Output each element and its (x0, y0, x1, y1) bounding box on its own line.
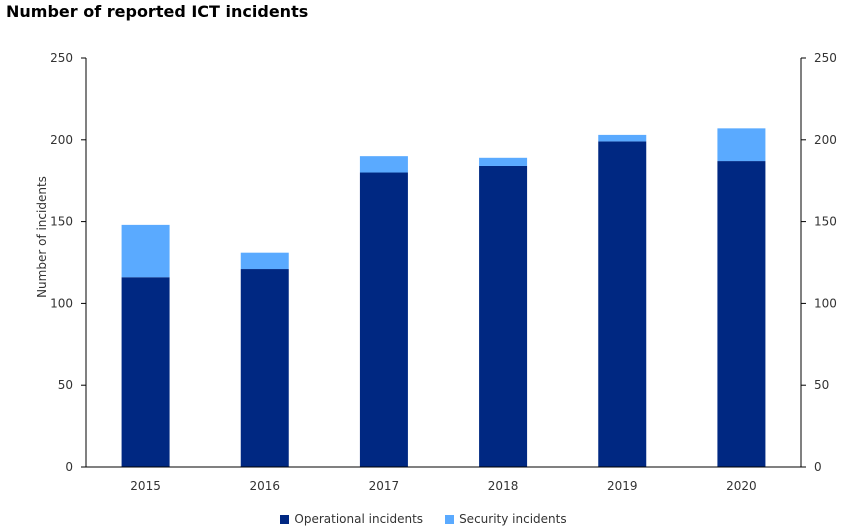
legend: Operational incidents Security incidents (0, 512, 847, 526)
legend-swatch (280, 514, 290, 524)
bar-operational-2020 (717, 161, 766, 467)
legend-item-operational: Operational incidents (280, 512, 423, 526)
bar-operational-2015 (121, 277, 170, 467)
y-tick-label-left: 0 (65, 460, 73, 474)
x-tick-label: 2016 (249, 479, 280, 493)
y-tick-label-right: 200 (814, 133, 837, 147)
y-tick-label-left: 100 (50, 296, 73, 310)
y-tick-label-right: 0 (814, 460, 822, 474)
legend-item-security: Security incidents (445, 512, 567, 526)
bar-security-2019 (598, 134, 647, 142)
x-tick-label: 2020 (726, 479, 757, 493)
y-axis-title: Number of incidents (35, 176, 49, 298)
y-tick-label-left: 200 (50, 133, 73, 147)
y-tick-label-left: 150 (50, 215, 73, 229)
plot-area: 2015 2016 2017 2018 2019 2020 0 0 50 50 100 100 150 1… (50, 51, 837, 493)
y-tick-label-left: 250 (50, 51, 73, 65)
chart-title: Number of reported ICT incidents (6, 2, 309, 21)
x-tick-label: 2018 (488, 479, 519, 493)
legend-label: Operational incidents (294, 512, 424, 526)
bar-operational-2018 (479, 165, 528, 467)
bar-security-2018 (479, 157, 528, 166)
bar-security-2020 (717, 128, 766, 162)
x-tick-label: 2015 (130, 479, 161, 493)
y-tick-label-right: 250 (814, 51, 837, 65)
legend-label: Security incidents (459, 512, 567, 526)
y-tick-label-right: 50 (814, 378, 829, 392)
y-tick-label-left: 50 (58, 378, 73, 392)
bar-security-2015 (121, 224, 170, 278)
legend-swatch (445, 514, 455, 524)
bar-operational-2019 (598, 141, 647, 467)
bar-operational-2016 (240, 269, 289, 467)
x-tick-label: 2019 (607, 479, 638, 493)
bar-operational-2017 (359, 172, 408, 467)
bar-security-2016 (240, 252, 289, 270)
x-tick-label: 2017 (369, 479, 400, 493)
y-tick-label-right: 150 (814, 215, 837, 229)
bar-security-2017 (359, 156, 408, 173)
y-tick-label-right: 100 (814, 296, 837, 310)
